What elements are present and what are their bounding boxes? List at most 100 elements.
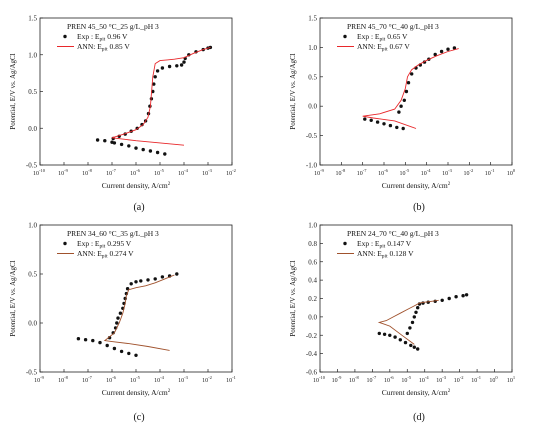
y-tick-label: -0.4 — [306, 350, 318, 358]
x-tick-label: 10-6 — [378, 168, 388, 177]
data-point-exp — [401, 126, 405, 131]
x-tick-exponent: -3 — [208, 168, 212, 173]
x-tick-base: 10 — [130, 378, 136, 384]
data-point-exp — [148, 149, 153, 153]
x-tick-label: 10-8 — [349, 375, 359, 384]
plot-frame — [39, 224, 233, 373]
y-tick-label: 1.0 — [308, 222, 317, 230]
y-tick-label: 0.5 — [28, 88, 37, 96]
x-tick-base: 10 — [332, 378, 338, 384]
data-point-exp — [116, 316, 120, 320]
x-tick-base: 10 — [82, 171, 88, 177]
series-line-ann — [377, 299, 439, 345]
x-tick-label: 10-10 — [313, 375, 326, 384]
data-point-exp — [414, 310, 418, 314]
x-tick-base: 10 — [419, 378, 425, 384]
x-axis-label-sup: 2 — [168, 389, 171, 394]
x-tick-exponent: -2 — [232, 168, 236, 173]
data-point-exp — [95, 138, 100, 142]
x-tick-exponent: -5 — [136, 375, 140, 380]
x-tick-exponent: -2 — [208, 375, 212, 380]
data-point-exp — [155, 69, 160, 73]
x-tick-base: 10 — [463, 171, 469, 177]
data-point-exp — [454, 295, 458, 299]
x-tick-label: 10-9 — [34, 375, 44, 384]
data-point-exp — [452, 46, 457, 50]
data-point-exp — [134, 280, 138, 284]
data-point-exp — [175, 64, 179, 68]
x-tick-base: 10 — [226, 171, 232, 177]
chart-panel-d: 10-1010-910-810-710-610-510-410-310-210-… — [289, 222, 515, 424]
y-tick-label: 0.5 — [28, 271, 37, 279]
x-tick-exponent: -8 — [64, 375, 68, 380]
x-tick-label: 10-1 — [226, 375, 236, 384]
data-point-exp — [112, 141, 117, 145]
x-tick-exponent: -5 — [160, 168, 164, 173]
chart-panel-c: 10-910-810-710-610-510-410-310-210-1-0.5… — [9, 222, 236, 424]
x-tick-base: 10 — [106, 378, 112, 384]
x-tick-label: 10-6 — [106, 375, 116, 384]
data-point-exp — [129, 282, 133, 286]
data-point-exp — [410, 72, 414, 76]
data-point-exp — [127, 144, 131, 148]
panel-label: (b) — [413, 202, 425, 213]
x-tick-base: 10 — [106, 171, 112, 177]
x-tick-label: 10-9 — [58, 168, 68, 177]
legend-name: ANN: E — [357, 42, 382, 51]
data-point-exp — [119, 349, 124, 354]
x-tick-label: 10-2 — [202, 375, 212, 384]
panel-label: (a) — [133, 202, 144, 213]
y-tick-label: 0.5 — [308, 73, 317, 81]
data-point-exp — [412, 315, 416, 319]
y-tick-label: -0.6 — [306, 369, 318, 377]
legend-value: 0.274 V — [108, 249, 134, 258]
data-point-exp — [363, 117, 367, 121]
x-tick-base: 10 — [335, 171, 341, 177]
legend-entry: Exp : Epit 0.147 V — [357, 239, 412, 250]
x-axis-label: Current density, A/cm2 — [102, 181, 171, 190]
y-tick-label: -0.5 — [306, 132, 318, 140]
legend-swatch-dot — [63, 241, 67, 246]
x-tick-label: 10-7 — [357, 168, 367, 177]
legend-entry: Exp : Epit 0.295 V — [77, 239, 132, 250]
x-axis-label: Current density, A/cm2 — [382, 388, 451, 397]
x-tick-base: 10 — [58, 378, 64, 384]
data-point-exp — [153, 75, 157, 79]
legend-name: Exp : E — [77, 32, 100, 41]
x-tick-base: 10 — [82, 378, 88, 384]
x-tick-label: 10-6 — [384, 375, 394, 384]
data-point-exp — [406, 81, 411, 85]
x-tick-label: 10-8 — [82, 168, 92, 177]
chart-title: PREN 24_70 °C_40 g/L_pH 3 — [347, 229, 439, 238]
y-axis-label: Potential, E/V vs. Ag/AgCl — [289, 53, 297, 129]
x-tick-exponent: -9 — [64, 168, 68, 173]
x-tick-exponent: -6 — [384, 168, 388, 173]
legend-value: 0.96 V — [105, 32, 128, 41]
data-point-exp — [163, 152, 167, 156]
legend-sub: pit — [102, 47, 108, 53]
x-tick-base: 10 — [202, 378, 208, 384]
x-tick-base: 10 — [178, 378, 184, 384]
data-point-exp — [416, 306, 420, 310]
x-tick-base: 10 — [507, 378, 513, 384]
data-point-exp — [446, 47, 450, 51]
x-tick-label: 10-7 — [82, 375, 92, 384]
data-point-exp — [105, 343, 109, 348]
x-tick-exponent: -2 — [469, 168, 473, 173]
data-point-exp — [115, 321, 119, 325]
x-axis-label-sup: 2 — [448, 182, 451, 187]
data-point-exp — [152, 82, 156, 86]
x-tick-exponent: -8 — [355, 375, 359, 380]
x-tick-label: 100 — [507, 168, 516, 177]
data-point-exp — [98, 340, 102, 345]
x-axis-label: Current density, A/cm2 — [382, 181, 451, 190]
x-tick-base: 10 — [401, 378, 407, 384]
legend-value: 0.67 V — [388, 42, 411, 51]
legend-value: 0.85 V — [108, 42, 131, 51]
x-axis-label-text: Current density, A/cm — [382, 181, 448, 190]
data-point-exp — [83, 338, 88, 342]
data-point-exp — [179, 63, 184, 67]
data-point-exp — [416, 347, 420, 351]
data-point-exp — [134, 146, 138, 150]
y-tick-label: -1.0 — [306, 162, 318, 170]
